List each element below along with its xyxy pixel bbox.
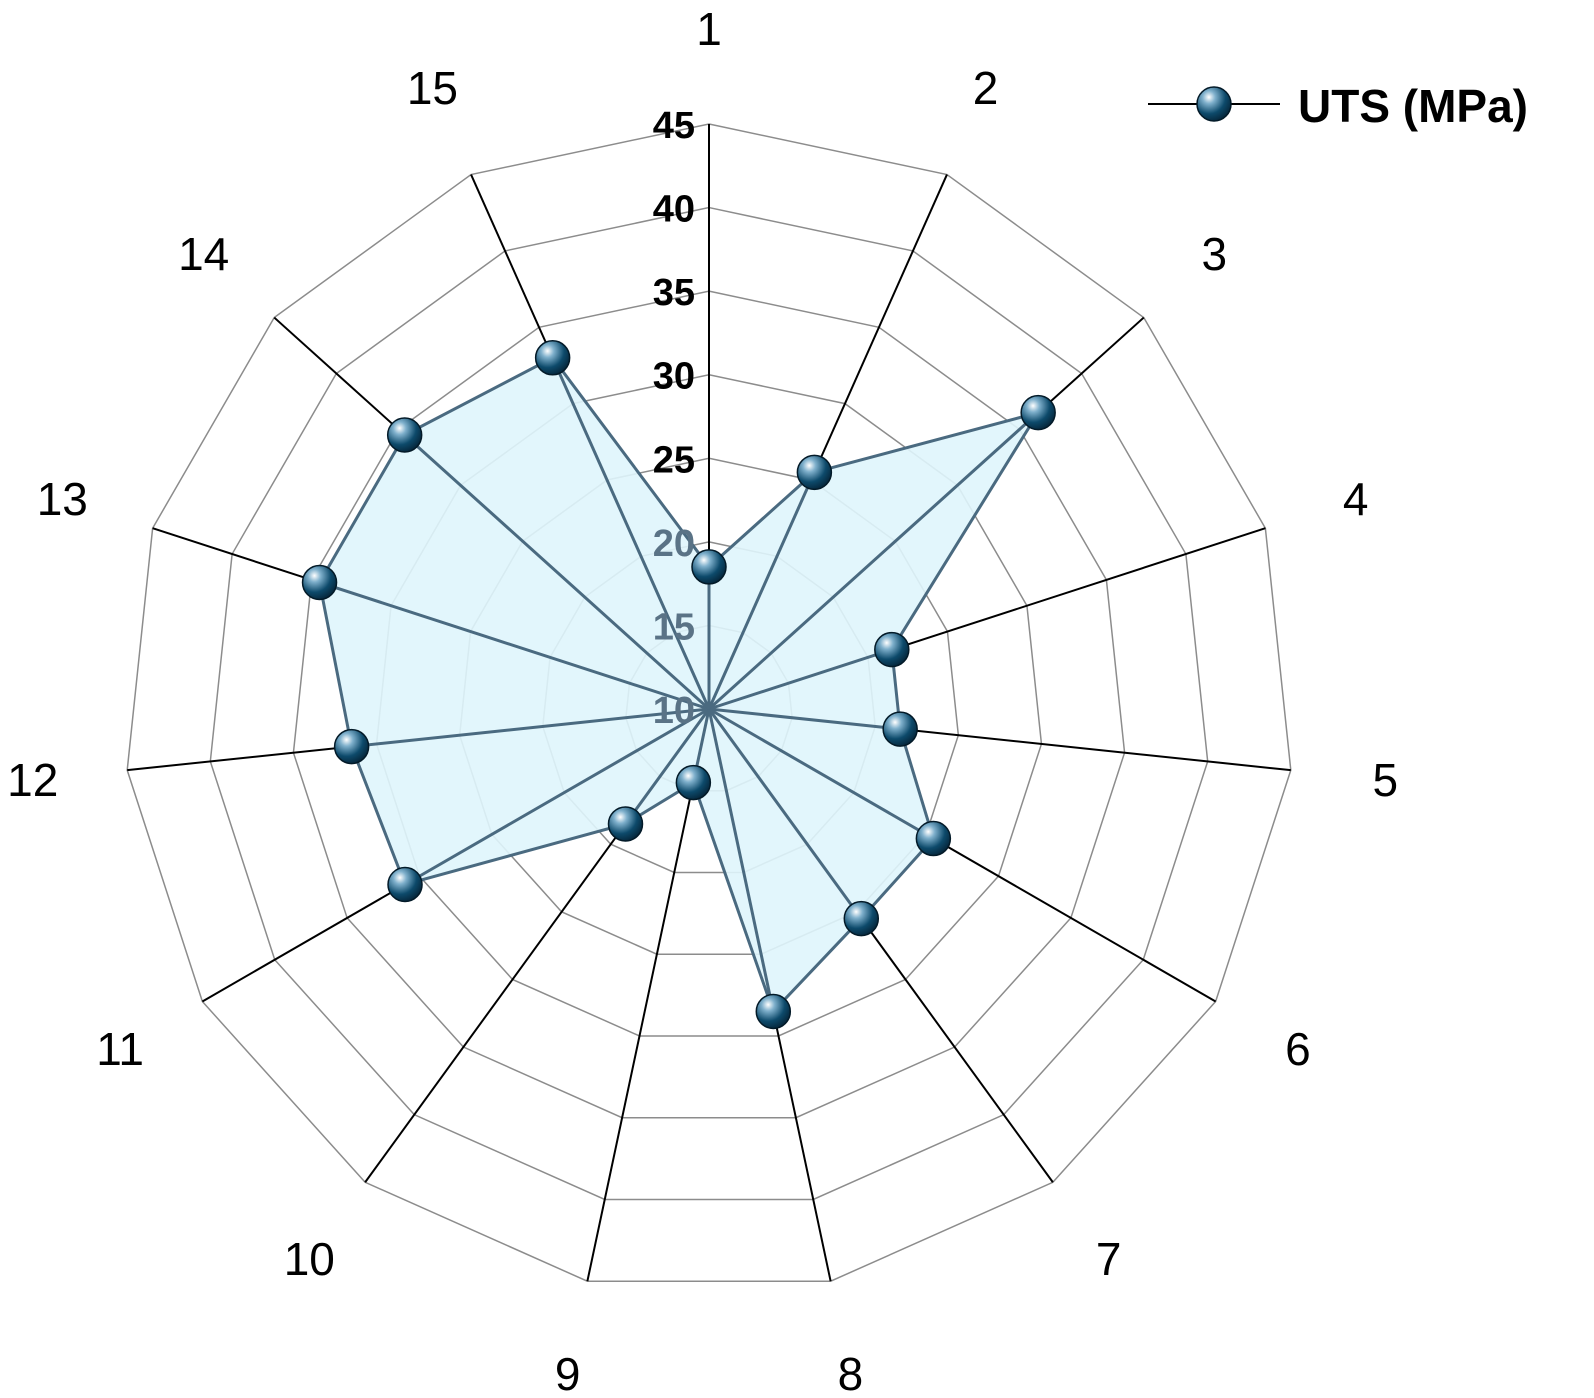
category-label: 15 [407, 62, 458, 114]
spoke [586, 708, 710, 1282]
legend: UTS (MPa) [1148, 80, 1528, 132]
series-ray [707, 411, 1040, 711]
category-label: 2 [973, 62, 999, 114]
tick-label: 45 [653, 105, 695, 147]
category-label: 5 [1372, 754, 1398, 806]
data-point-9 [675, 764, 712, 801]
data-point-13 [301, 564, 338, 601]
legend-label: UTS (MPa) [1298, 80, 1528, 132]
tick-label: 20 [653, 523, 695, 565]
legend-marker [1196, 86, 1232, 122]
series-ray [551, 357, 711, 710]
data-point-2 [796, 454, 833, 491]
data-point-4 [874, 631, 910, 668]
category-label: 14 [178, 228, 229, 280]
tick-label: 25 [653, 439, 695, 481]
category-label: 9 [555, 1348, 581, 1398]
category-label: 10 [284, 1233, 335, 1285]
category-label: 13 [37, 473, 88, 525]
grid-ring [126, 123, 1292, 1282]
series-ray [351, 707, 710, 749]
data-point-7 [843, 900, 880, 937]
category-label: 6 [1285, 1023, 1311, 1075]
series-ray [707, 708, 775, 1012]
tick-label: 30 [653, 356, 695, 398]
tick-label: 15 [653, 606, 695, 648]
series-ray [624, 708, 711, 825]
data-point-3 [1020, 394, 1056, 431]
series-ray [404, 707, 710, 886]
series-area [301, 340, 1056, 1030]
category-label: 1 [696, 3, 722, 55]
tick-label: 40 [653, 189, 695, 231]
grid-ring [292, 290, 1126, 1119]
data-point-11 [387, 866, 423, 903]
data-point-10 [607, 806, 644, 842]
series-ray [403, 433, 711, 711]
tick-label: 35 [653, 272, 695, 314]
tick-label: 10 [653, 690, 695, 732]
category-label: 12 [7, 754, 58, 806]
category-label: 11 [96, 1023, 144, 1075]
data-point-14 [386, 417, 423, 453]
data-point-8 [755, 993, 792, 1030]
series-ray [707, 708, 863, 920]
category-label: 8 [838, 1348, 864, 1398]
series-ray [708, 707, 901, 731]
data-point-12 [333, 728, 370, 765]
data-point-6 [915, 820, 952, 857]
grid-ring [209, 206, 1209, 1201]
series-ray [319, 581, 710, 711]
series-ray [707, 471, 816, 710]
data-point-15 [534, 340, 571, 376]
radial-tick-labels: 10 15 20 25 30 35 40 45 [653, 105, 695, 732]
category-label: 7 [1096, 1233, 1122, 1285]
series-ray [708, 707, 935, 840]
data-point-5 [882, 711, 918, 747]
category-label: 3 [1202, 228, 1228, 280]
series-ray [708, 648, 893, 711]
data-point-1 [691, 549, 727, 585]
category-label: 4 [1343, 473, 1369, 525]
